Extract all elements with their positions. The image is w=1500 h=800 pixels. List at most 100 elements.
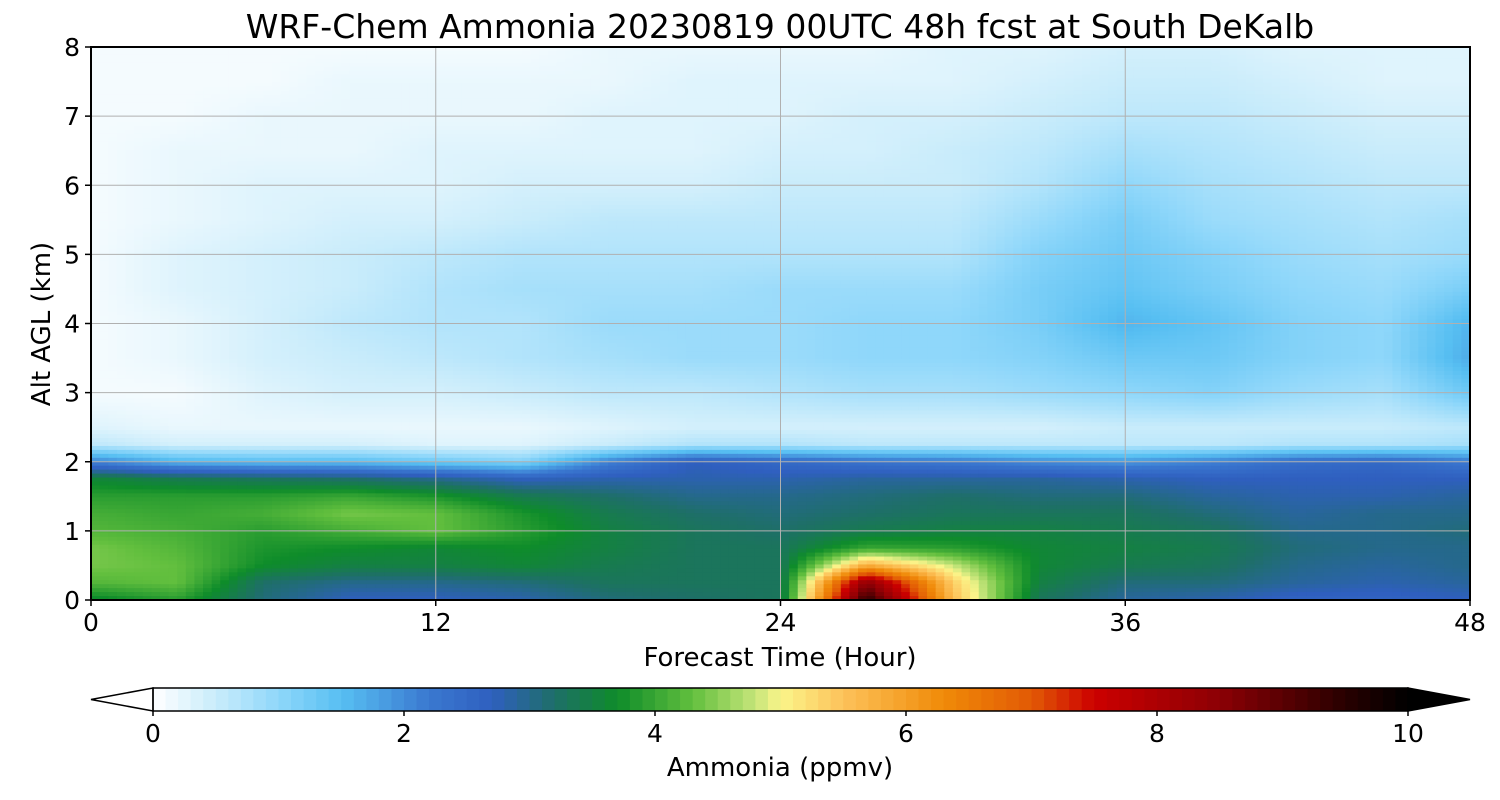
heat-cell <box>384 106 394 111</box>
heat-cell <box>185 118 196 123</box>
heat-cell <box>470 86 480 92</box>
heat-cell <box>677 70 687 76</box>
heat-cell <box>530 141 540 147</box>
heat-cell <box>1064 118 1075 123</box>
heat-cell <box>237 78 247 84</box>
heat-cell <box>521 129 532 135</box>
heat-cell <box>892 118 902 123</box>
heat-cell <box>987 70 997 76</box>
heat-cell <box>418 50 428 56</box>
heat-cell <box>780 129 790 135</box>
heat-cell <box>91 145 101 151</box>
heat-cell <box>1375 141 1385 147</box>
heat-cell <box>694 141 704 147</box>
heat-cell <box>875 98 885 103</box>
heat-cell <box>401 126 411 131</box>
heat-cell <box>1064 161 1075 167</box>
heat-cell <box>452 145 463 151</box>
heat-cell <box>642 126 652 131</box>
heat-cell <box>1116 94 1126 99</box>
heat-cell <box>1401 106 1411 111</box>
heat-cell <box>1452 153 1462 159</box>
heat-cell <box>866 141 876 147</box>
heat-cell <box>134 90 144 95</box>
heat-cell <box>444 133 454 139</box>
heat-cell <box>349 78 359 84</box>
heat-cell <box>1228 126 1238 131</box>
heat-cell <box>1073 126 1083 131</box>
heat-cell <box>901 62 911 68</box>
heat-cell <box>194 50 204 56</box>
heat-cell <box>978 137 988 143</box>
heat-cell <box>556 58 566 64</box>
heat-cell <box>694 149 704 155</box>
heat-cell <box>1461 62 1471 68</box>
heat-cell <box>271 161 282 167</box>
heat-cell <box>1383 165 1394 171</box>
heat-cell <box>780 133 790 139</box>
heat-cell <box>375 149 385 155</box>
heat-cell <box>263 94 273 99</box>
heat-cell <box>702 149 713 155</box>
heat-cell <box>1435 137 1445 143</box>
heat-cell <box>961 78 971 84</box>
heat-cell <box>1357 161 1368 167</box>
heat-cell <box>1435 126 1445 131</box>
heat-cell <box>142 129 152 135</box>
heat-cell <box>375 94 385 99</box>
heat-cell <box>582 74 592 80</box>
heat-cell <box>1349 153 1359 159</box>
heat-cell <box>151 133 161 139</box>
heat-cell <box>1263 126 1273 131</box>
heat-cell <box>590 110 601 115</box>
heat-cell <box>1090 62 1100 68</box>
heat-cell <box>427 50 437 56</box>
heat-cell <box>1039 126 1049 131</box>
heat-cell <box>1357 133 1368 139</box>
heat-cell <box>1211 122 1221 127</box>
heat-cell <box>444 78 454 84</box>
heat-cell <box>1366 78 1376 84</box>
heat-cell <box>1452 86 1462 92</box>
heat-cell <box>927 149 937 155</box>
heat-cell <box>987 161 997 167</box>
heat-cell <box>685 129 695 135</box>
heat-cell <box>444 161 454 167</box>
heat-cell <box>306 153 316 159</box>
heat-cell <box>263 149 273 155</box>
heat-cell <box>306 66 316 72</box>
heat-cell <box>1073 122 1083 127</box>
heat-cell <box>1340 50 1350 56</box>
heat-cell <box>461 86 471 92</box>
heat-cell <box>1108 149 1118 155</box>
heat-cell <box>711 122 721 127</box>
heat-cell <box>711 153 721 159</box>
heat-cell <box>254 66 264 72</box>
heat-cell <box>1444 94 1454 99</box>
heat-cell <box>513 161 523 167</box>
heat-cell <box>694 157 704 163</box>
heat-cell <box>1220 78 1230 84</box>
heat-cell <box>599 94 609 99</box>
heat-cell <box>883 74 894 80</box>
heat-cell <box>935 47 945 52</box>
heat-cell <box>1409 165 1419 171</box>
heat-cell <box>840 94 851 99</box>
heat-cell <box>203 94 213 99</box>
heat-cell <box>539 122 549 127</box>
heat-cell <box>1030 90 1040 95</box>
heat-cell <box>1202 165 1213 171</box>
heat-cell <box>530 149 540 155</box>
heat-cell <box>1461 58 1471 64</box>
heat-cell <box>1461 102 1471 107</box>
heat-cell <box>1461 54 1471 60</box>
heat-cell <box>961 141 971 147</box>
heat-cell <box>211 157 221 163</box>
heat-cell <box>633 94 644 99</box>
heat-cell <box>254 47 264 52</box>
heat-cell <box>1254 74 1264 80</box>
heat-cell <box>1401 126 1411 131</box>
heat-cell <box>99 74 109 80</box>
heat-cell <box>246 157 256 163</box>
heat-cell <box>1194 126 1204 131</box>
